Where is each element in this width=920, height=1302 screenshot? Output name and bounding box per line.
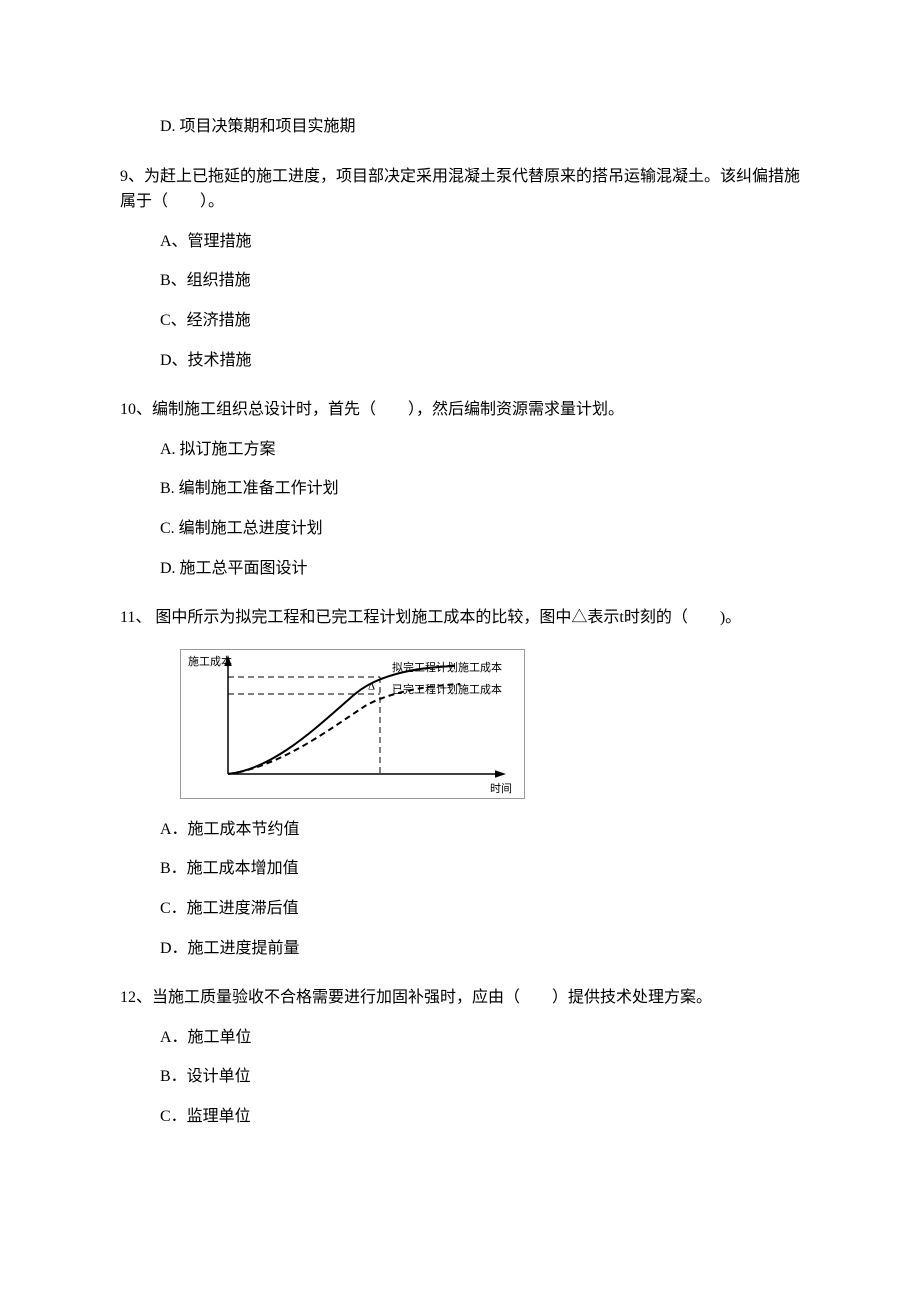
cost-chart-svg: Δ 施工成本时间 拟完工程计划施工成本已完工程计划施工成本: [180, 649, 525, 799]
option-text: B．设计单位: [160, 1068, 251, 1085]
option-text: A、管理措施: [160, 233, 252, 250]
option-text: B、组织措施: [160, 272, 251, 289]
q12-option-a: A．施工单位: [120, 1025, 800, 1051]
option-text: C、经济措施: [160, 312, 251, 329]
q12-stem: 12、当施工质量验收不合格需要进行加固补强时，应由（ ）提供技术处理方案。: [120, 985, 800, 1011]
q9-option-a: A、管理措施: [120, 229, 800, 255]
q9-stem: 9、为赶上已拖延的施工进度，项目部决定采用混凝土泵代替原来的搭吊运输混凝土。该纠…: [120, 164, 800, 215]
option-text: C. 编制施工总进度计划: [160, 520, 323, 537]
q11-option-d: D．施工进度提前量: [120, 936, 800, 962]
q10-stem: 10、编制施工组织总设计时，首先（ ），然后编制资源需求量计划。: [120, 397, 800, 423]
cost-chart: Δ 施工成本时间 拟完工程计划施工成本已完工程计划施工成本: [120, 649, 800, 799]
option-text: D、技术措施: [160, 352, 252, 369]
q9-option-d: D、技术措施: [120, 348, 800, 374]
option-text: B. 编制施工准备工作计划: [160, 480, 339, 497]
svg-text:施工成本: 施工成本: [188, 654, 232, 668]
stem-text: 9、为赶上已拖延的施工进度，项目部决定采用混凝土泵代替原来的搭吊运输混凝土。该纠…: [120, 168, 800, 211]
q9-option-c: C、经济措施: [120, 308, 800, 334]
option-text: A．施工成本节约值: [160, 821, 300, 838]
q10-option-a: A. 拟订施工方案: [120, 437, 800, 463]
q11-option-a: A．施工成本节约值: [120, 817, 800, 843]
option-text: C．监理单位: [160, 1108, 251, 1125]
svg-text:Δ: Δ: [368, 680, 375, 692]
q11-option-b: B．施工成本增加值: [120, 856, 800, 882]
q10-option-d: D. 施工总平面图设计: [120, 556, 800, 582]
option-text: D. 施工总平面图设计: [160, 560, 308, 577]
q12-option-c: C．监理单位: [120, 1104, 800, 1130]
option-text: D．施工进度提前量: [160, 940, 300, 957]
stem-text: 11、 图中所示为拟完工程和已完工程计划施工成本的比较，图中△表示t时刻的（ )…: [120, 609, 741, 626]
document-page: D. 项目决策期和项目实施期 9、为赶上已拖延的施工进度，项目部决定采用混凝土泵…: [0, 0, 920, 1243]
svg-text:已完工程计划施工成本: 已完工程计划施工成本: [392, 682, 502, 696]
option-text: B．施工成本增加值: [160, 860, 299, 877]
stem-text: 12、当施工质量验收不合格需要进行加固补强时，应由（ ）提供技术处理方案。: [120, 989, 712, 1006]
q11-option-c: C．施工进度滞后值: [120, 896, 800, 922]
svg-text:拟完工程计划施工成本: 拟完工程计划施工成本: [392, 660, 502, 674]
q10-option-c: C. 编制施工总进度计划: [120, 516, 800, 542]
option-text: A．施工单位: [160, 1029, 252, 1046]
q9-option-b: B、组织措施: [120, 268, 800, 294]
q12-option-b: B．设计单位: [120, 1064, 800, 1090]
option-text: D. 项目决策期和项目实施期: [160, 118, 356, 135]
svg-text:时间: 时间: [490, 782, 512, 795]
option-text: A. 拟订施工方案: [160, 441, 276, 458]
q10-option-b: B. 编制施工准备工作计划: [120, 476, 800, 502]
stem-text: 10、编制施工组织总设计时，首先（ ），然后编制资源需求量计划。: [120, 401, 624, 418]
q8-option-d: D. 项目决策期和项目实施期: [120, 114, 800, 140]
q11-stem: 11、 图中所示为拟完工程和已完工程计划施工成本的比较，图中△表示t时刻的（ )…: [120, 605, 800, 631]
option-text: C．施工进度滞后值: [160, 900, 299, 917]
